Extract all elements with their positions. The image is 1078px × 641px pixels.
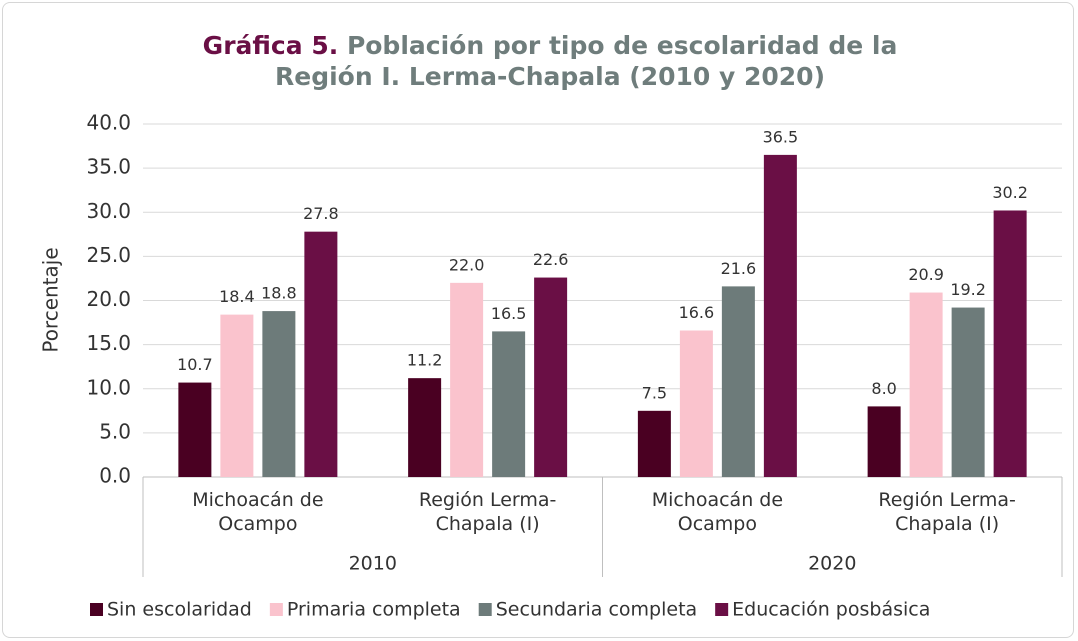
y-axis-label: Porcentaje bbox=[39, 247, 63, 352]
bar bbox=[763, 154, 797, 477]
data-label: 21.6 bbox=[721, 259, 757, 278]
legend-swatch bbox=[715, 603, 729, 616]
bar bbox=[492, 331, 526, 477]
data-label: 8.0 bbox=[871, 379, 896, 398]
data-label: 7.5 bbox=[642, 383, 667, 402]
bar bbox=[178, 382, 212, 477]
data-label: 22.6 bbox=[533, 250, 569, 269]
bar bbox=[262, 311, 296, 477]
data-label: 22.0 bbox=[449, 255, 485, 274]
bar bbox=[867, 406, 901, 477]
legend-label: Primaria completa bbox=[287, 599, 461, 621]
bar bbox=[534, 277, 568, 477]
legend-label: Secundaria completa bbox=[496, 599, 697, 621]
y-tick-label: 10.0 bbox=[86, 375, 131, 399]
legend-label: Educación posbásica bbox=[732, 599, 930, 621]
data-label: 16.6 bbox=[679, 303, 715, 322]
data-label: 36.5 bbox=[763, 127, 799, 146]
legend-swatch bbox=[478, 603, 492, 616]
bar bbox=[721, 286, 755, 477]
data-label: 30.2 bbox=[992, 183, 1028, 202]
x-tick-label: Región Lerma-Chapala (I) bbox=[878, 489, 1016, 535]
y-tick-label: 20.0 bbox=[86, 287, 131, 311]
x-tick-label: Región Lerma-Chapala (I) bbox=[418, 489, 557, 535]
group-label: 2010 bbox=[349, 553, 397, 575]
y-tick-label: 40.0 bbox=[86, 111, 131, 135]
x-tick-label: Michoacán de Ocampo bbox=[651, 489, 784, 535]
data-label: 10.7 bbox=[177, 355, 213, 374]
title-text: Población por tipo de escolaridad de la … bbox=[275, 31, 898, 91]
data-label: 18.4 bbox=[219, 287, 255, 306]
legend-label: Sin escolaridad bbox=[107, 599, 252, 621]
data-label: 19.2 bbox=[950, 280, 986, 299]
legend-swatch bbox=[269, 603, 283, 616]
y-tick-label: 0.0 bbox=[99, 464, 131, 488]
legend-swatch bbox=[90, 603, 103, 616]
y-tick-label: 5.0 bbox=[99, 419, 131, 443]
bar bbox=[220, 314, 254, 477]
chart-title: Gráfica 5. Población por tipo de escolar… bbox=[150, 30, 950, 92]
y-tick-label: 35.0 bbox=[86, 155, 131, 179]
x-tick-label: Michoacán de Ocampo bbox=[192, 489, 324, 535]
bar bbox=[679, 330, 713, 477]
data-label: 18.8 bbox=[261, 284, 297, 303]
data-label: 20.9 bbox=[908, 265, 944, 284]
data-label: 16.5 bbox=[491, 304, 527, 323]
bar bbox=[951, 307, 985, 477]
data-label: 27.8 bbox=[303, 204, 339, 223]
bar bbox=[993, 210, 1027, 478]
title-label: Gráfica 5. bbox=[202, 31, 339, 60]
bar bbox=[909, 292, 943, 477]
bar bbox=[304, 231, 338, 477]
y-tick-label: 30.0 bbox=[86, 199, 131, 223]
bar bbox=[637, 410, 671, 477]
y-tick-label: 25.0 bbox=[86, 243, 131, 267]
bar bbox=[408, 378, 442, 477]
group-label: 2020 bbox=[808, 553, 856, 575]
y-tick-label: 15.0 bbox=[86, 331, 131, 355]
bar bbox=[450, 282, 484, 477]
data-label: 11.2 bbox=[407, 351, 443, 370]
